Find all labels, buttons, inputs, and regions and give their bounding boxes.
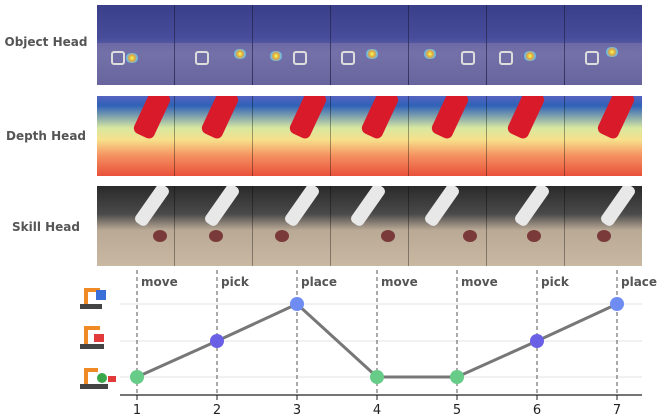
skill-trajectory-chart: move 1 pick 2 place 3 move 4 move 5 pick 6 place 7 [80, 270, 657, 416]
x-tick-label: 1 [133, 403, 141, 416]
depth-head-label: Depth Head [5, 129, 86, 143]
stage-label: place [621, 275, 657, 289]
skill-head-label: Skill Head [11, 220, 80, 234]
x-tick-label: 7 [613, 403, 621, 416]
move-robot-icon [80, 368, 116, 389]
x-tick-label: 3 [293, 403, 301, 416]
x-tick-label: 5 [453, 403, 461, 416]
object-head-strip [97, 5, 642, 85]
depth-head-strip [97, 96, 642, 176]
skill-head-strip [97, 186, 642, 266]
skill-point [210, 334, 224, 348]
stage-label: move [461, 275, 498, 289]
x-tick-label: 6 [533, 403, 541, 416]
chart-plot-area: move 1 pick 2 place 3 move 4 move 5 pick 6 place 7 [120, 270, 657, 416]
skill-point [450, 370, 464, 384]
skill-point [290, 297, 304, 311]
pick-robot-icon [80, 326, 104, 349]
stage-label: move [141, 275, 178, 289]
x-tick-label: 4 [373, 403, 381, 416]
skill-point [130, 370, 144, 384]
stage-label: move [381, 275, 418, 289]
stage-label: pick [541, 275, 570, 289]
x-tick-label: 2 [213, 403, 221, 416]
place-robot-icon [80, 288, 106, 309]
skill-point [610, 297, 624, 311]
stage-label: place [301, 275, 337, 289]
stage-label: pick [221, 275, 250, 289]
skill-point [530, 334, 544, 348]
skill-point [370, 370, 384, 384]
object-head-label: Object Head [4, 35, 88, 49]
